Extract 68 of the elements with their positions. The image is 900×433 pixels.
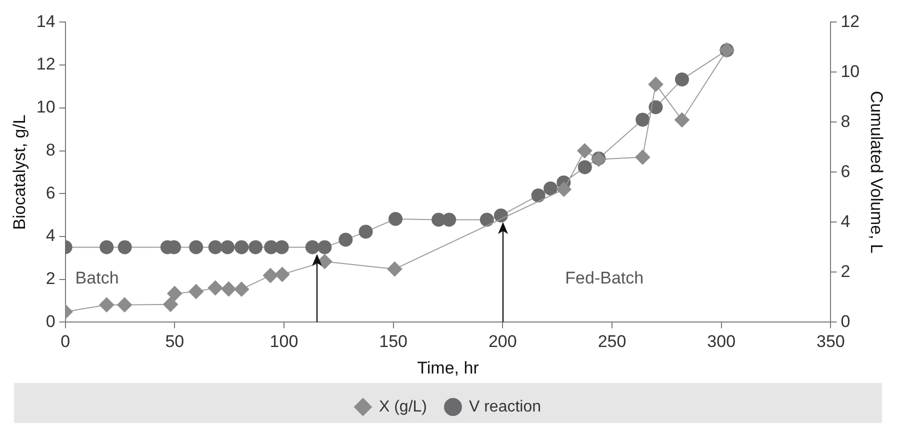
- x-tick-label: 350: [816, 332, 845, 352]
- point: [274, 266, 290, 282]
- legend-label: V reaction: [468, 398, 542, 416]
- y2-tick-label: 6: [840, 162, 850, 181]
- point: [208, 240, 222, 254]
- annotation: Fed-Batch: [565, 268, 644, 288]
- point: [648, 76, 664, 92]
- point: [274, 240, 289, 254]
- point: [674, 112, 690, 128]
- point: [188, 284, 204, 300]
- x-tick-label: 100: [270, 332, 298, 352]
- y2-tick-label: 10: [840, 62, 860, 81]
- point: [318, 240, 332, 254]
- point: [531, 188, 546, 202]
- point: [442, 212, 456, 227]
- point: [99, 297, 114, 312]
- point: [162, 296, 178, 312]
- point: [578, 160, 592, 174]
- point: [494, 208, 508, 222]
- y2-tick-label: 8: [840, 112, 850, 131]
- x-tick-label: 250: [598, 332, 626, 352]
- point: [118, 240, 132, 254]
- point: [388, 212, 403, 226]
- y-tick-label: 10: [36, 98, 56, 117]
- x-tick-label: 50: [165, 332, 184, 352]
- point: [636, 112, 650, 127]
- point: [338, 232, 353, 247]
- point: [208, 280, 223, 296]
- point: [358, 224, 373, 239]
- point: [221, 281, 236, 296]
- point: [117, 297, 132, 312]
- point: [248, 240, 263, 254]
- point: [167, 286, 182, 301]
- point: [480, 212, 494, 227]
- point: [544, 181, 558, 196]
- point: [674, 72, 689, 86]
- y-axis-title: Biocatalyst, g/L: [10, 114, 29, 230]
- y2-tick-label: 0: [840, 312, 850, 331]
- annotation: Batch: [75, 268, 119, 288]
- point: [556, 182, 572, 197]
- point: [635, 150, 650, 165]
- y-tick-label: 6: [46, 183, 56, 202]
- point: [100, 240, 114, 254]
- y-tick-label: 8: [46, 140, 56, 160]
- point: [387, 262, 402, 277]
- y-tick-label: 2: [46, 269, 56, 288]
- point: [234, 240, 249, 254]
- point: [577, 143, 592, 158]
- y2-tick-label: 12: [840, 12, 860, 31]
- y-tick-label: 0: [46, 312, 56, 331]
- point: [305, 240, 320, 254]
- y2-tick-label: 4: [840, 212, 850, 231]
- point: [189, 240, 204, 254]
- point: [220, 240, 235, 254]
- x-tick-label: 300: [707, 332, 736, 352]
- y2-tick-label: 2: [840, 262, 850, 281]
- x-tick-label: 0: [60, 332, 70, 352]
- y2-axis-title: Cumulated Volume, L: [867, 90, 886, 254]
- point: [234, 282, 250, 297]
- y-tick-label: 4: [46, 226, 56, 246]
- y-tick-label: 14: [36, 12, 56, 31]
- legend-label: X (g/L): [378, 398, 427, 416]
- point: [648, 100, 663, 114]
- x-tick-label: 150: [379, 332, 408, 352]
- y-tick-label: 12: [36, 54, 56, 74]
- x-tick-label: 200: [488, 332, 517, 352]
- x-axis-title: Time, hr: [417, 358, 480, 378]
- point: [262, 268, 278, 283]
